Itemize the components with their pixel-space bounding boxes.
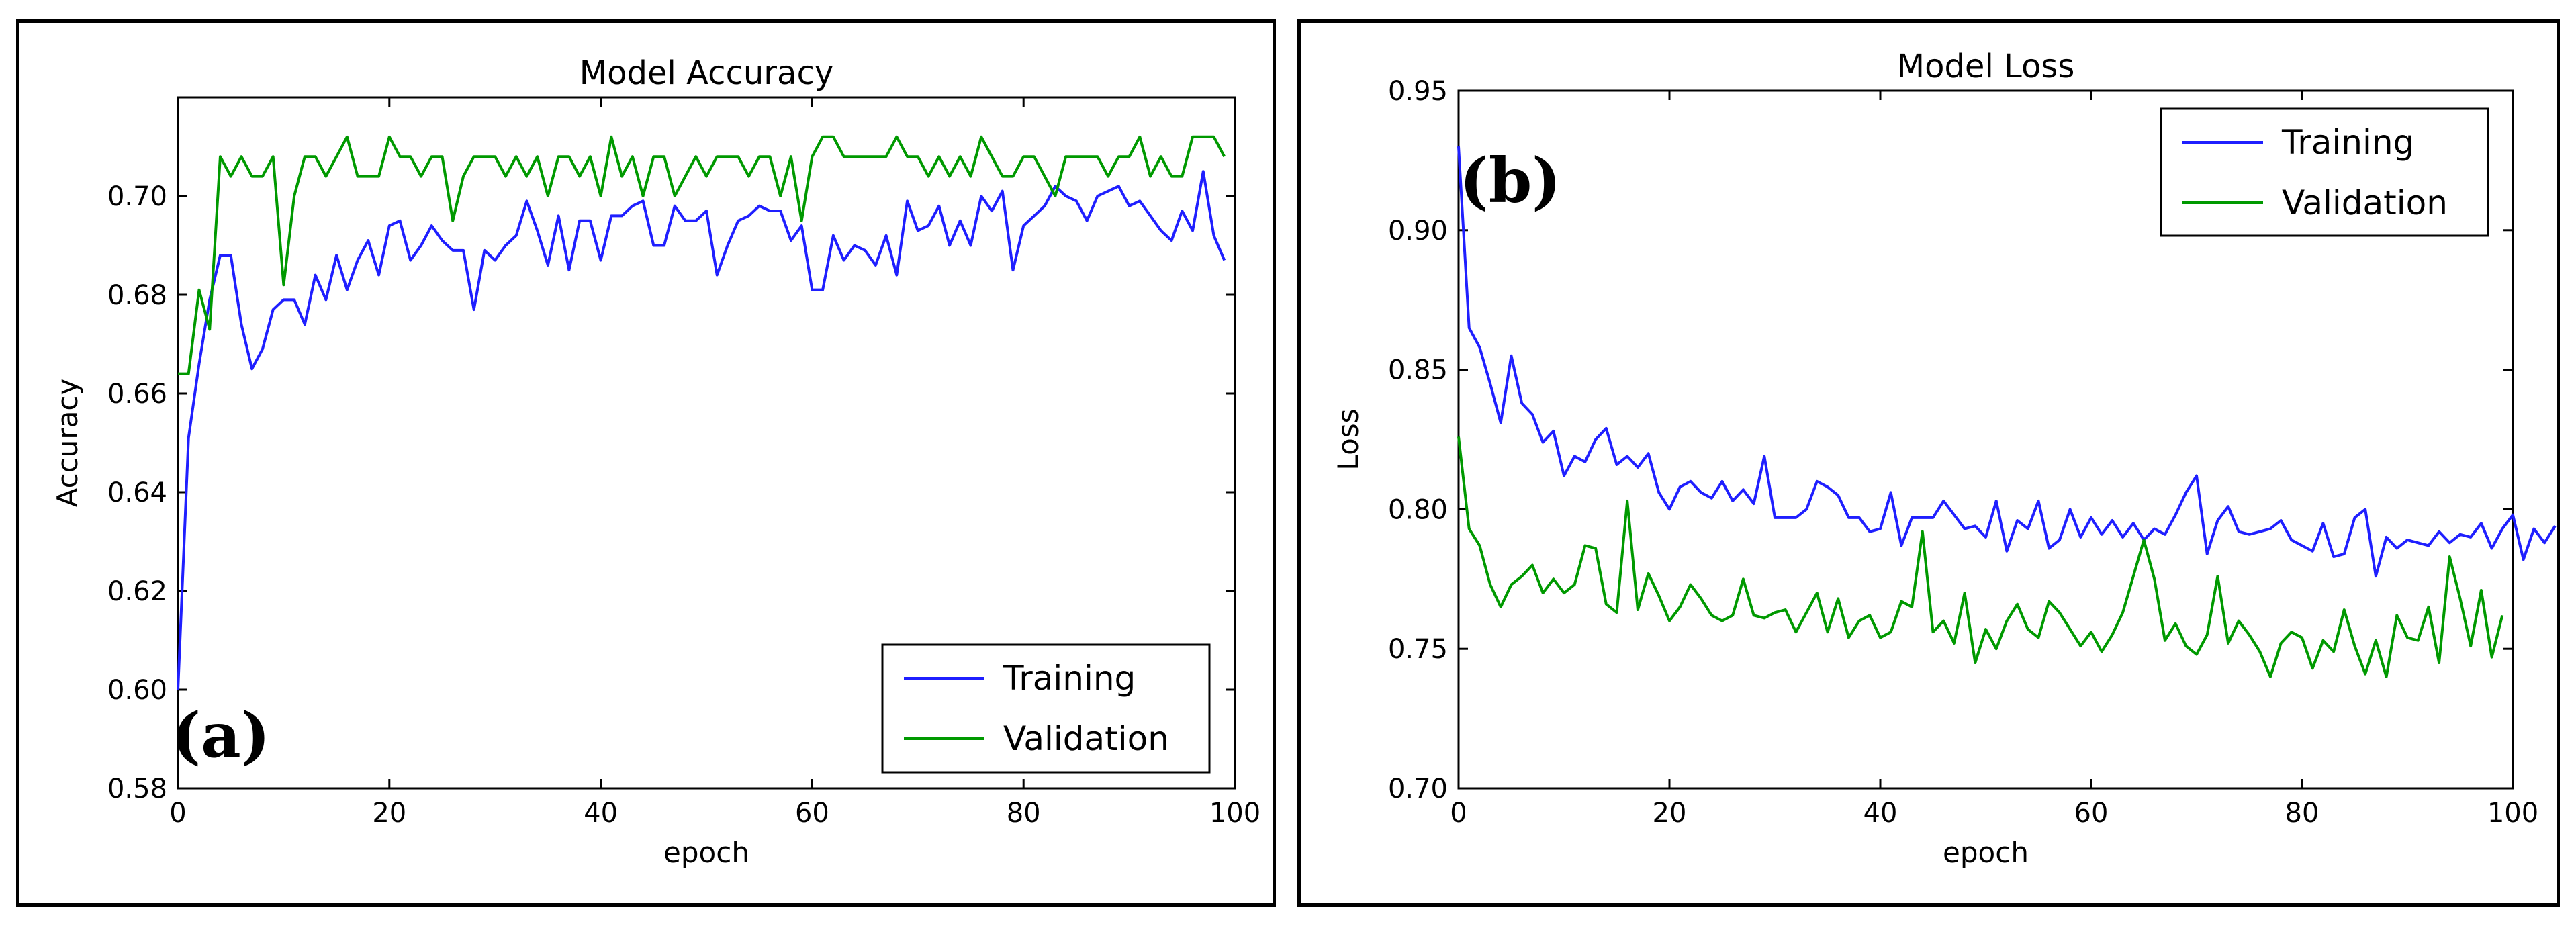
y-axis-label: Accuracy [51,379,84,508]
series-line-training [177,170,1226,690]
loss-chart-panel: Model Loss 0 20 40 60 80 100 0.70 0.75 0.80 0.85 0.… [1297,19,2560,907]
panel-label: (b) [1459,144,1561,217]
legend-label-validation: Validation [1003,719,1169,758]
y-axis-label: Loss [1332,408,1365,470]
y-tick-label: 0.85 [1388,355,1448,386]
series-line-validation [1457,436,2504,678]
y-tick-label: 0.75 [1388,634,1448,665]
chart-title: Model Loss [1897,48,2075,85]
x-tick-label: 20 [372,798,406,829]
x-tick-label: 40 [1864,798,1898,829]
series-line-validation [178,135,1226,375]
y-tick-label: 0.70 [107,181,167,212]
chart-title: Model Accuracy [580,54,834,92]
legend-label-training: Training [2281,123,2414,162]
legend-label-validation: Validation [2282,183,2448,222]
y-tick-label: 0.64 [107,477,167,508]
accuracy-chart-panel: Model Accuracy 0 20 40 60 80 100 0.58 0.60 0.62 0.… [16,19,1276,907]
y-tick-label: 0.58 [107,774,167,804]
x-tick-label: 0 [1450,798,1467,829]
x-tick-label: 40 [584,798,618,829]
x-tick-label: 20 [1653,798,1687,829]
accuracy-chart-svg: Model Accuracy 0 20 40 60 80 100 0.58 0.60 0.62 0.… [51,54,1260,869]
panel-label: (a) [172,699,271,772]
y-tick-label: 0.90 [1388,216,1448,246]
y-tick-label: 0.95 [1388,76,1448,107]
x-tick-label: 100 [1209,798,1260,829]
legend-label-training: Training [1003,659,1136,698]
x-tick-label: 80 [1007,798,1041,829]
plot-frame [177,96,1236,790]
y-tick-label: 0.60 [107,675,167,706]
y-tick-label: 0.62 [107,576,167,607]
x-tick-label: 60 [2074,798,2109,829]
legend-box [2160,107,2489,237]
y-tick-label: 0.66 [107,379,167,410]
x-tick-label: 60 [795,798,829,829]
x-tick-label: 0 [169,798,186,829]
x-axis-label: epoch [663,836,749,869]
loss-chart-svg: Model Loss 0 20 40 60 80 100 0.70 0.75 0.80 0.85 0.… [1332,48,2557,869]
y-tick-label: 0.80 [1388,494,1448,525]
x-tick-label: 80 [2285,798,2319,829]
x-tick-label: 100 [2487,798,2538,829]
x-axis-label: epoch [1943,836,2029,869]
y-tick-label: 0.68 [107,280,167,311]
series-line-training [1457,146,2557,578]
y-tick-label: 0.70 [1388,774,1448,804]
legend-box [881,643,1211,774]
